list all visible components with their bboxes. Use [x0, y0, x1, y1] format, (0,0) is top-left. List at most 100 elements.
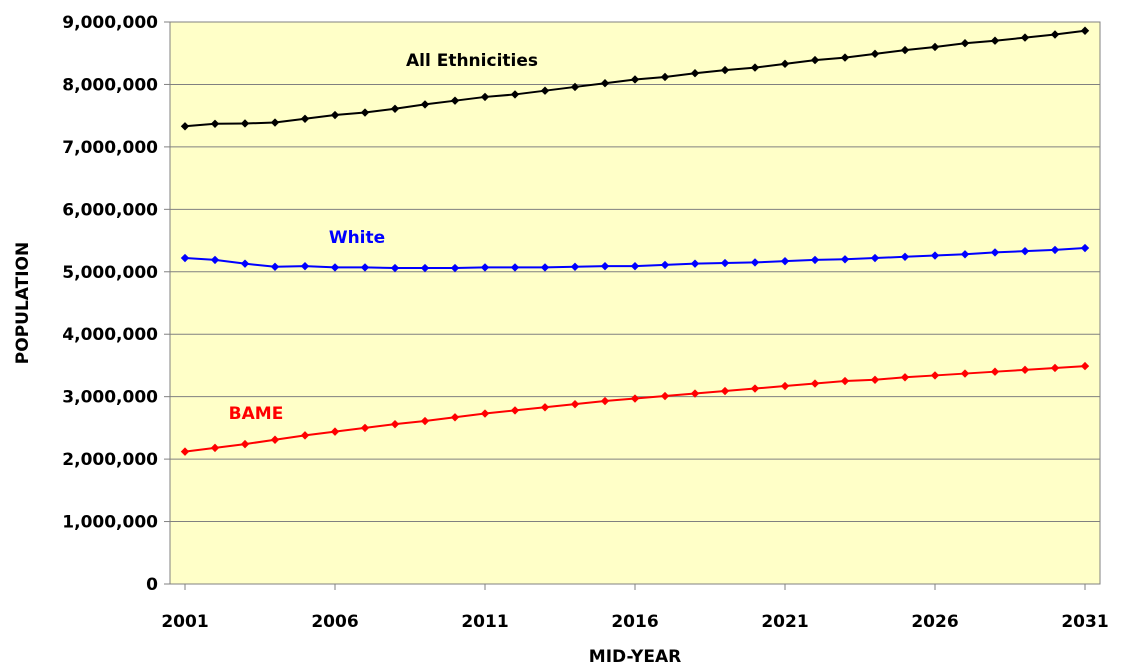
data-point-marker: [840, 255, 850, 264]
data-point-marker: [780, 381, 790, 391]
data-point-marker: [870, 375, 880, 385]
data-point-marker: [240, 259, 250, 268]
data-point-marker: [630, 75, 640, 84]
data-point-marker: [420, 100, 430, 109]
data-point-marker: [480, 92, 490, 102]
series-label: White: [329, 228, 385, 248]
x-tick-label: 2001: [161, 612, 208, 632]
data-point-marker: [960, 250, 970, 259]
data-point-marker: [810, 55, 820, 65]
y-tick-label: 5,000,000: [62, 263, 158, 283]
data-point-marker: [690, 69, 700, 78]
data-point-marker: [780, 256, 790, 266]
series-label: BAME: [229, 404, 284, 424]
data-point-marker: [510, 263, 520, 272]
data-point-marker: [1020, 33, 1030, 42]
data-point-marker: [630, 394, 640, 403]
data-point-marker: [660, 72, 670, 82]
plot-area: [169, 21, 1101, 585]
data-point-marker: [990, 367, 1000, 376]
data-point-marker: [360, 423, 370, 433]
data-point-marker: [900, 45, 910, 55]
series-label: All Ethnicities: [406, 51, 538, 71]
data-point-marker: [600, 261, 610, 271]
axes: 0 1,000,000 2,000,000 3,000,000 4,000,000 5,0…: [62, 13, 1108, 632]
data-point-marker: [540, 403, 550, 412]
data-point-marker: [390, 419, 400, 429]
x-tick-label: 2031: [1061, 612, 1108, 632]
data-point-marker: [900, 373, 910, 382]
data-point-marker: [240, 439, 250, 449]
data-point-marker: [270, 118, 280, 127]
data-point-marker: [450, 263, 460, 273]
data-point-marker: [930, 42, 940, 52]
data-point-marker: [660, 260, 670, 270]
data-point-marker: [1050, 363, 1060, 373]
data-point-marker: [750, 63, 760, 72]
data-point-marker: [480, 263, 490, 272]
data-point-marker: [1020, 246, 1030, 256]
x-axis-title: MID-YEAR: [589, 647, 681, 667]
data-point-marker: [960, 369, 970, 378]
x-tick-label: 2016: [611, 612, 658, 632]
data-point-marker: [1050, 30, 1060, 39]
data-point-marker: [240, 119, 250, 128]
data-point-marker: [330, 110, 340, 120]
y-tick-label: 4,000,000: [62, 325, 158, 345]
data-point-marker: [180, 447, 190, 456]
data-point-marker: [990, 248, 1000, 257]
data-point-marker: [540, 86, 550, 95]
y-tick-label: 3,000,000: [62, 388, 158, 408]
data-point-marker: [210, 255, 220, 265]
data-point-marker: [990, 36, 1000, 45]
data-point-marker: [420, 416, 430, 426]
data-point-marker: [600, 78, 610, 88]
y-tick-label: 6,000,000: [62, 200, 158, 220]
data-point-marker: [270, 435, 280, 444]
data-point-marker: [510, 406, 520, 415]
data-point-marker: [840, 53, 850, 62]
data-point-marker: [930, 371, 940, 380]
x-tick-label: 2006: [311, 612, 358, 632]
data-point-marker: [720, 258, 730, 268]
y-tick-label: 7,000,000: [62, 138, 158, 158]
data-point-marker: [1050, 245, 1060, 255]
x-tick-label: 2026: [911, 612, 958, 632]
data-point-marker: [690, 259, 700, 268]
data-point-marker: [810, 255, 820, 265]
y-tick-label: 8,000,000: [62, 75, 158, 95]
data-point-marker: [1020, 365, 1030, 375]
data-point-marker: [570, 399, 580, 409]
data-point-marker: [330, 427, 340, 436]
data-point-marker: [480, 409, 490, 418]
data-point-marker: [900, 252, 910, 261]
data-point-marker: [840, 376, 850, 386]
data-point-marker: [300, 431, 310, 440]
y-axis-title: POPULATION: [13, 242, 33, 364]
data-point-marker: [930, 251, 940, 260]
data-point-marker: [720, 386, 730, 396]
series-lines: All Ethnicities White BAME: [180, 26, 1090, 456]
data-point-marker: [1080, 361, 1090, 371]
data-point-marker: [360, 108, 370, 117]
data-point-marker: [450, 96, 460, 105]
data-point-marker: [780, 59, 790, 69]
data-point-marker: [540, 263, 550, 272]
data-point-marker: [360, 263, 370, 272]
data-point-marker: [420, 263, 430, 273]
y-tick-label: 1,000,000: [62, 513, 158, 533]
data-point-marker: [1080, 26, 1090, 35]
data-point-marker: [210, 443, 220, 453]
data-point-marker: [330, 263, 340, 272]
y-tick-label: 9,000,000: [62, 13, 158, 33]
data-point-marker: [870, 253, 880, 263]
data-point-marker: [1080, 243, 1090, 253]
data-point-marker: [960, 39, 970, 48]
data-point-marker: [720, 65, 730, 75]
data-point-marker: [690, 389, 700, 398]
data-point-marker: [810, 379, 820, 388]
data-point-marker: [510, 90, 520, 99]
data-point-marker: [300, 114, 310, 123]
data-point-marker: [270, 262, 280, 271]
